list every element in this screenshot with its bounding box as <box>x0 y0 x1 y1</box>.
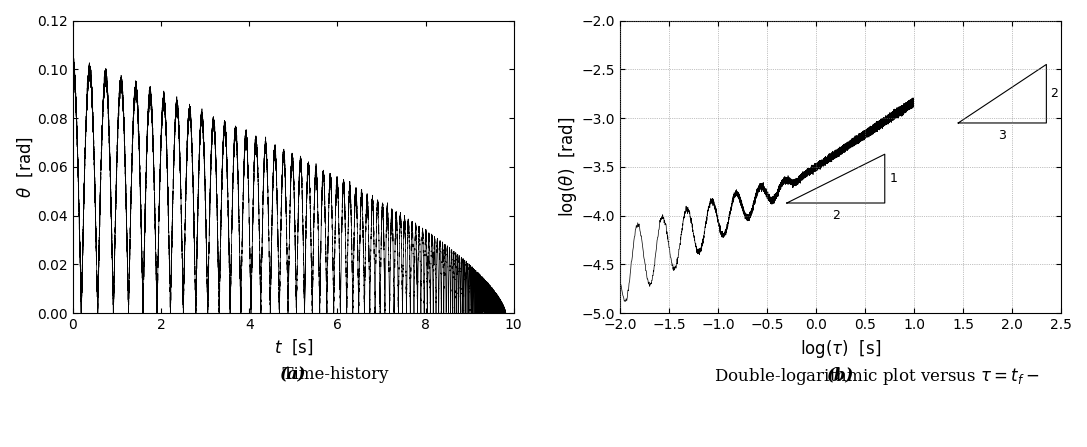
Y-axis label: $\theta$  [rad]: $\theta$ [rad] <box>15 136 35 198</box>
Text: 2: 2 <box>832 209 840 222</box>
Text: (a): (a) <box>280 366 307 383</box>
Text: 2: 2 <box>1050 87 1058 100</box>
X-axis label: $t$  [s]: $t$ [s] <box>274 337 313 357</box>
Text: 1: 1 <box>889 172 898 185</box>
X-axis label: $\log(\tau)$  [s]: $\log(\tau)$ [s] <box>800 337 882 360</box>
Text: (b): (b) <box>827 366 854 383</box>
Y-axis label: $\log(\theta)$  [rad]: $\log(\theta)$ [rad] <box>558 117 579 217</box>
Text: Time-history: Time-history <box>273 366 389 383</box>
Text: Double-logarithmic plot versus $\tau = t_f -$: Double-logarithmic plot versus $\tau = t… <box>704 366 1039 387</box>
Text: 3: 3 <box>998 129 1007 142</box>
